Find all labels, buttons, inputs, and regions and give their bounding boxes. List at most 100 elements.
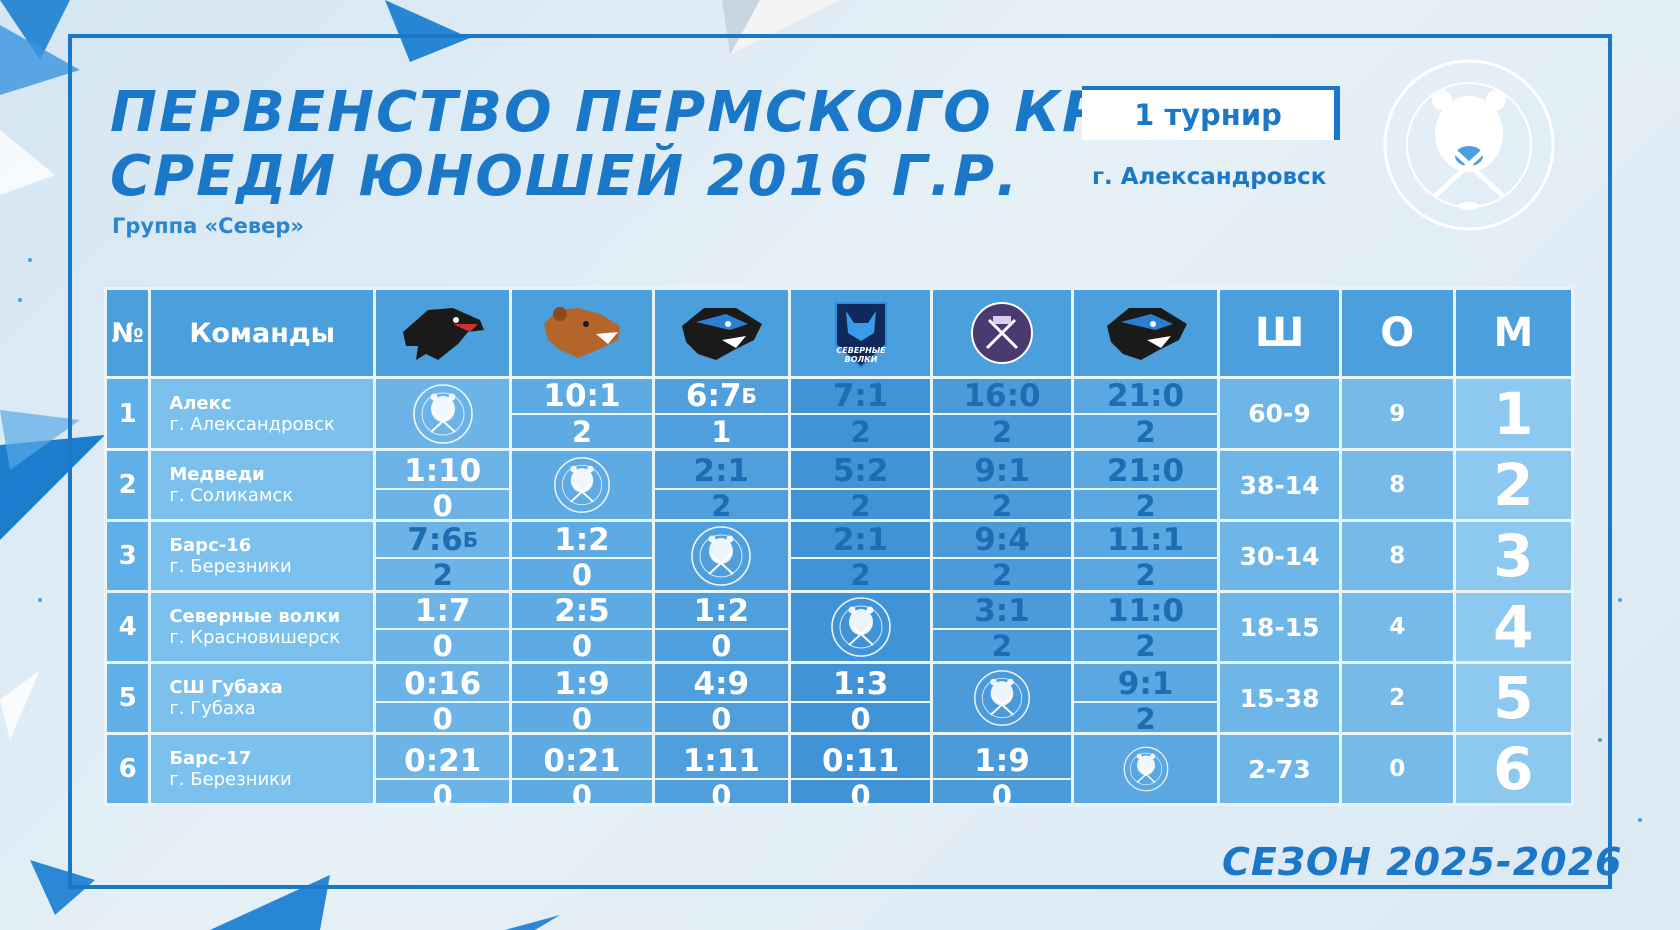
points-cell: 4	[1338, 590, 1456, 664]
match-points: 0	[850, 778, 871, 805]
team-city: г. Губаха	[169, 698, 256, 719]
match-result-cell: 7:1 2	[787, 376, 934, 451]
table-row: 6 Барс-17 г. Березники 0:21 0 0:21 0 1:11 0 0:11 0…	[103, 732, 1575, 806]
match-score: 21:0	[1106, 378, 1185, 414]
tournament-badge: 1 турнир	[1082, 86, 1340, 140]
team-logo-header-5	[930, 287, 1074, 379]
hockey-school-logo-icon	[971, 302, 1033, 364]
goals-cell: 60-9	[1217, 376, 1342, 451]
federation-emblem-icon	[691, 526, 752, 586]
row-number: 1	[103, 376, 152, 451]
match-result-cell: 0:21 0	[509, 732, 655, 806]
match-points: 0	[571, 778, 593, 805]
place-cell: 2	[1452, 448, 1575, 522]
row-number: 4	[103, 590, 152, 664]
match-points: 2	[850, 488, 871, 521]
header-points: О	[1338, 287, 1456, 379]
match-points: 0	[571, 701, 593, 734]
match-points: 2	[850, 557, 871, 592]
standings-table: № Команды	[103, 287, 1575, 806]
match-result-cell: 0:11 0	[787, 732, 934, 806]
match-result-cell: 0:21 0	[373, 732, 513, 806]
federation-emblem-icon	[974, 670, 1030, 726]
match-score: 2:5	[554, 592, 610, 629]
match-score: 0:21	[543, 742, 621, 779]
match-result-cell: 11:0 2	[1070, 590, 1221, 664]
svg-text:СЕВЕРНЫЕ: СЕВЕРНЫЕ	[836, 346, 886, 355]
group-label: Группа «Север»	[112, 214, 304, 238]
goals-cell: 15-38	[1217, 661, 1342, 735]
match-score: 1:3	[832, 665, 889, 702]
match-score: 0:21	[404, 742, 482, 779]
match-points: 2	[1135, 557, 1156, 592]
match-points: 0	[711, 701, 732, 734]
match-points: 2	[1135, 414, 1156, 449]
northern-wolves-logo-icon: СЕВЕРНЫЕ ВОЛКИ	[834, 302, 887, 369]
header-goals: Ш	[1217, 287, 1342, 379]
match-score: 1:7	[414, 592, 471, 629]
match-result-cell: 11:1 2	[1070, 519, 1221, 593]
match-points: 2	[991, 488, 1013, 521]
match-result-cell: 2:1 2	[787, 519, 934, 593]
match-points: 0	[711, 628, 732, 663]
match-result-cell: 0:16 0	[373, 661, 513, 735]
match-result-cell: 9:1 2	[1070, 661, 1221, 735]
tournament-label: 1 турнир	[1134, 98, 1282, 132]
match-points: 2	[991, 628, 1013, 663]
match-points: 2	[1135, 488, 1156, 521]
match-result-cell: 7:6 Б 2	[373, 519, 513, 593]
match-score: 7:6	[407, 521, 463, 558]
match-result-cell: 4:9 0	[651, 661, 791, 735]
federation-emblem-icon	[412, 383, 473, 444]
match-score: 11:0	[1106, 592, 1185, 629]
place-cell: 4	[1452, 590, 1575, 664]
match-result-cell: 9:1 2	[930, 448, 1074, 522]
match-points: 0	[432, 628, 453, 663]
match-result-cell: 5:2 2	[787, 448, 934, 522]
match-result-cell: 3:1 2	[930, 590, 1074, 664]
goals-cell: 18-15	[1217, 590, 1342, 664]
table-row: 2 Медведи г. Соликамск 1:10 0 2:1 2 5:2 2 9:1 2 21:…	[103, 448, 1575, 522]
row-number: 6	[103, 732, 152, 806]
federation-logo-icon	[1383, 59, 1555, 231]
match-points: 2	[571, 414, 593, 449]
match-result-cell: 21:0 2	[1070, 448, 1221, 522]
federation-emblem-icon	[830, 597, 891, 657]
match-points: 0	[571, 628, 593, 663]
place-cell: 3	[1452, 519, 1575, 593]
match-score: 1:10	[404, 452, 482, 489]
season-label: СЕЗОН 2025-2026	[1222, 840, 1623, 884]
match-result-cell: 2:1 2	[651, 448, 791, 522]
match-points: 2	[711, 488, 732, 521]
black-dragon-logo-icon	[402, 308, 484, 360]
match-points: 0	[432, 778, 453, 805]
shootout-mark: Б	[462, 527, 479, 552]
match-points: 0	[711, 778, 732, 805]
title-line-1: ПЕРВЕНСТВО ПЕРМСКОГО КРАЯ	[110, 80, 1196, 145]
place-cell: 5	[1452, 661, 1575, 735]
team-city: г. Красновишерск	[169, 627, 341, 648]
team-name: Северные волки	[169, 606, 341, 627]
match-result-cell: 1:3 0	[787, 661, 934, 735]
match-points: 2	[850, 414, 871, 449]
match-result-cell: 1:9 0	[509, 661, 655, 735]
match-points: 2	[991, 557, 1013, 592]
team-logo-header-4: СЕВЕРНЫЕ ВОЛКИ	[787, 287, 934, 379]
match-score: 1:9	[974, 742, 1030, 779]
team-logo-header-3	[651, 287, 791, 379]
outer-frame	[68, 34, 1612, 889]
match-points: 1	[711, 414, 732, 449]
team-city: г. Березники	[169, 769, 292, 790]
match-result-cell: 1:7 0	[373, 590, 513, 664]
team-cell: Северные волки г. Красновишерск	[148, 590, 377, 664]
table-row: 3 Барс-16 г. Березники 7:6 Б 2 1:2 0 2:1 2 9:4 2 11:…	[103, 519, 1575, 593]
match-score: 1:2	[554, 521, 610, 558]
match-result-cell: 1:11 0	[651, 732, 791, 806]
goals-cell: 2-73	[1217, 732, 1342, 806]
match-score: 9:4	[974, 521, 1030, 558]
federation-emblem-icon	[1123, 746, 1168, 792]
match-points: 0	[850, 701, 871, 734]
match-score: 9:1	[974, 452, 1030, 489]
team-logo-header-2	[509, 287, 655, 379]
panther-logo-icon	[1106, 308, 1187, 360]
